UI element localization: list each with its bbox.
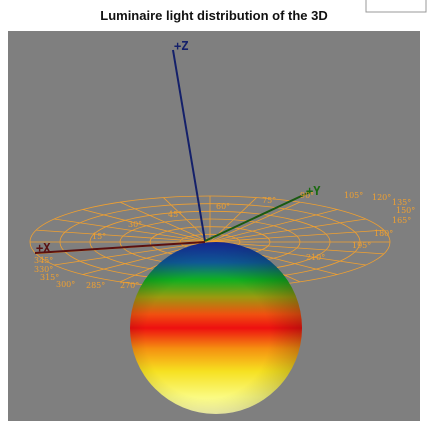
angle-label: 345°: [34, 256, 53, 265]
angle-label: 330°: [34, 265, 53, 274]
angle-label: 60°: [216, 202, 230, 211]
z-axis-label: +Z: [174, 39, 188, 53]
grid-spoke: [163, 197, 211, 243]
grid-spoke: [82, 209, 211, 243]
y-axis: [204, 191, 311, 242]
angle-label: 30°: [128, 220, 142, 229]
grid-spoke: [36, 229, 211, 243]
angle-label: 75°: [262, 196, 276, 205]
angle-label: 135°: [392, 198, 411, 207]
grid-spoke: [209, 241, 384, 255]
grid-spoke: [54, 241, 211, 266]
angle-label: 45°: [168, 210, 182, 219]
grid-spoke: [209, 209, 338, 243]
angle-label: 270°: [120, 281, 139, 290]
angle-label: 195°: [352, 241, 371, 250]
angle-label: 180°: [374, 229, 393, 238]
angle-label: 285°: [86, 281, 105, 290]
angle-label: 150°: [396, 206, 415, 215]
grid-spoke: [209, 229, 384, 243]
angle-label: 105°: [344, 191, 363, 200]
angle-label: 120°: [372, 193, 391, 202]
angle-label: 315°: [40, 273, 59, 282]
grid-spoke: [209, 218, 366, 243]
grid-spoke: [209, 201, 301, 243]
title: Luminaire light distribution of the 3D: [100, 8, 328, 23]
angle-label: 15°: [92, 232, 106, 241]
z-axis: [172, 49, 206, 242]
y-axis-label: +Y: [306, 184, 321, 198]
x-axis-label: +X: [36, 241, 51, 255]
field-box: [365, 0, 427, 13]
angle-label: 210°: [306, 253, 325, 262]
angle-label: 300°: [56, 280, 75, 289]
grid-spoke: [54, 218, 211, 243]
sphere-shade: [130, 242, 302, 414]
angle-label: 165°: [392, 216, 411, 225]
x-axis: [34, 241, 206, 254]
angle-label: 90°: [300, 191, 314, 200]
grid-spoke: [119, 201, 211, 243]
